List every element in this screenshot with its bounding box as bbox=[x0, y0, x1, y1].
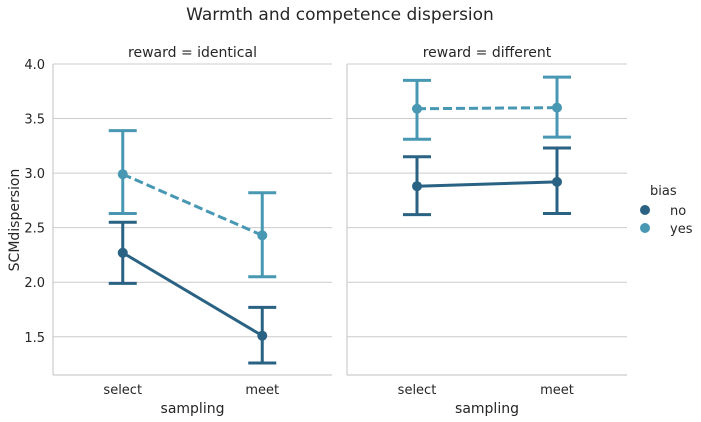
panel-2: reward = different select meet sampling bbox=[346, 45, 627, 417]
x-tick-label: meet bbox=[245, 383, 279, 398]
series-no bbox=[403, 146, 571, 217]
y-tick-label: 4.0 bbox=[24, 58, 45, 73]
x-axis-label: sampling bbox=[161, 401, 225, 417]
data-point bbox=[117, 169, 128, 180]
legend-title: bias bbox=[650, 184, 677, 199]
y-tick-label: 2.0 bbox=[24, 276, 45, 291]
x-tick-label: select bbox=[103, 383, 142, 398]
panel-title: reward = different bbox=[423, 45, 552, 61]
legend-marker-no bbox=[640, 205, 650, 215]
series-line bbox=[121, 251, 264, 338]
legend-label-yes: yes bbox=[670, 222, 693, 237]
y-tick-label: 3.5 bbox=[24, 113, 45, 128]
x-axis-label: sampling bbox=[455, 401, 519, 417]
legend-marker-yes bbox=[640, 223, 650, 233]
data-point bbox=[412, 103, 422, 114]
x-tick-label: meet bbox=[540, 383, 574, 398]
series-no bbox=[108, 220, 277, 365]
y-tick-label: 3.0 bbox=[24, 167, 45, 182]
series-line bbox=[416, 180, 558, 188]
legend-label-no: no bbox=[670, 204, 686, 219]
legend: bias no yes bbox=[640, 184, 693, 237]
y-tick-label: 1.5 bbox=[24, 331, 45, 346]
series-yes bbox=[403, 75, 571, 141]
series-line bbox=[416, 106, 558, 111]
panels: 1.5 2.0 2.5 3.0 3.5 4.0 reward = identical sele… bbox=[24, 45, 627, 417]
panel-1: 1.5 2.0 2.5 3.0 3.5 4.0 reward = identical sele… bbox=[24, 45, 332, 417]
data-point bbox=[117, 247, 128, 258]
series-line bbox=[122, 172, 263, 237]
series-yes bbox=[108, 129, 277, 279]
x-tick-label: select bbox=[398, 383, 437, 398]
y-tick-label: 2.5 bbox=[24, 222, 45, 237]
figure-title: Warmth and competence dispersion bbox=[186, 5, 494, 25]
y-axis-label: SCMdispersion bbox=[7, 169, 23, 272]
panel-title: reward = identical bbox=[128, 45, 257, 61]
data-point bbox=[257, 330, 268, 341]
data-point bbox=[412, 181, 422, 192]
data-point bbox=[552, 176, 562, 187]
data-point bbox=[257, 230, 268, 241]
data-point bbox=[552, 102, 562, 113]
